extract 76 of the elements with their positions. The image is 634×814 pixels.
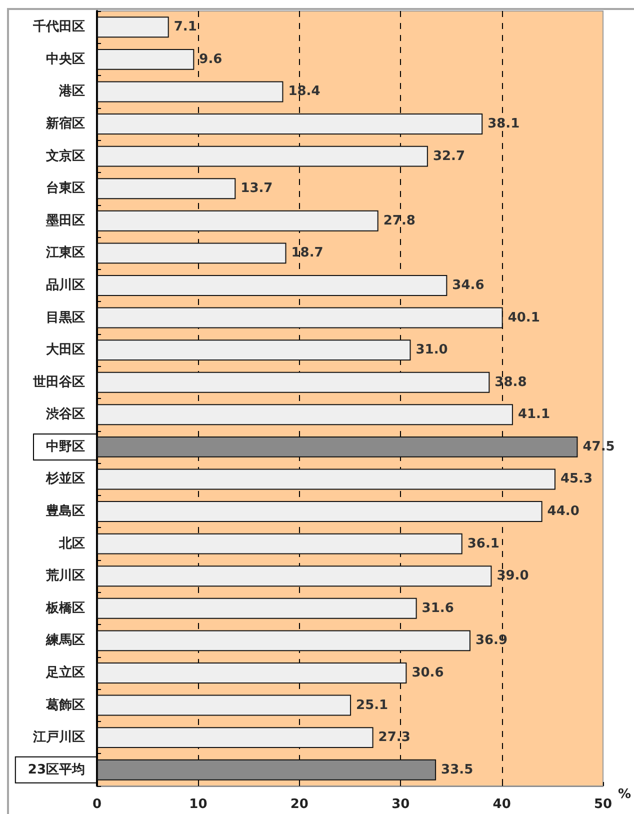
data-label: 9.6: [199, 52, 222, 67]
y-tick-label: 葛飾区: [45, 696, 85, 713]
data-label: 30.6: [412, 665, 444, 680]
data-label: 38.1: [488, 116, 520, 132]
bar: [97, 501, 542, 522]
y-tick-label: 港区: [58, 84, 85, 100]
bar: [97, 48, 194, 70]
y-tick-label: 23区平均: [28, 762, 85, 778]
data-label: 33.5: [441, 762, 474, 778]
y-tick-label: 足立区: [45, 664, 85, 680]
bar: [97, 307, 503, 328]
y-tick-label: 中央区: [46, 52, 85, 67]
y-tick-label: 品川区: [46, 278, 85, 293]
data-label: 36.1: [467, 536, 500, 552]
bar: [97, 468, 556, 490]
y-tick-label: 江戸川区: [32, 730, 85, 746]
data-label: 31.0: [416, 342, 448, 358]
y-tick-label: 中野区: [46, 439, 85, 454]
data-label: 32.7: [432, 148, 466, 164]
data-label: 36.9: [475, 633, 508, 648]
bar: [97, 210, 378, 232]
x-tick-label: 30: [392, 797, 410, 812]
data-label: 47.5: [582, 439, 615, 454]
data-label: 18.4: [288, 84, 320, 100]
bar: [97, 146, 428, 167]
bar: [97, 533, 462, 554]
y-tick-label: 練馬区: [45, 633, 85, 648]
data-label: 27.8: [383, 213, 416, 228]
bar: [97, 81, 284, 102]
bar: [97, 630, 470, 652]
bar: [97, 694, 352, 716]
y-tick-label: 世田谷区: [32, 374, 85, 390]
data-label: 40.1: [508, 310, 540, 326]
bar: [97, 566, 492, 587]
y-tick-label: 江東区: [45, 246, 85, 261]
x-tick-label: 20: [290, 797, 308, 812]
data-label: 25.1: [356, 698, 388, 713]
data-label: 31.6: [422, 600, 454, 616]
y-tick-label: 台東区: [46, 180, 85, 196]
bar: [97, 598, 417, 619]
y-tick-label: 大田区: [46, 342, 85, 358]
x-axis-title: %: [618, 787, 632, 802]
y-tick-label: 荒川区: [45, 568, 85, 584]
data-label: 27.3: [378, 730, 410, 746]
bar: [97, 727, 374, 748]
y-tick-label: 墨田区: [45, 213, 85, 228]
y-tick-label: 北区: [58, 536, 85, 552]
y-tick-label: 新宿区: [45, 116, 85, 132]
data-label: 13.7: [240, 181, 273, 196]
x-tick-label: 0: [92, 797, 102, 812]
y-tick-label: 千代田区: [32, 18, 85, 35]
y-tick-label: 目黒区: [46, 310, 85, 326]
y-tick-label: 板橋区: [45, 600, 85, 616]
bar: [97, 404, 513, 426]
y-tick-label: 豊島区: [45, 503, 85, 520]
y-tick-label: 杉並区: [45, 472, 85, 487]
y-tick-label: 文京区: [45, 148, 85, 164]
y-tick-label: 渋谷区: [45, 407, 85, 422]
data-label: 39.0: [496, 568, 529, 584]
bar: [97, 242, 286, 264]
data-label: 34.6: [452, 278, 484, 293]
data-label: 38.8: [494, 374, 527, 390]
bar: [97, 340, 411, 361]
bar: [97, 16, 169, 38]
data-label: 41.1: [518, 407, 550, 422]
x-tick-label: 10: [189, 797, 208, 812]
bar: [97, 372, 490, 393]
data-label: 44.0: [547, 504, 580, 520]
bar: [97, 274, 448, 296]
x-tick-label: 40: [492, 797, 511, 812]
bar: [97, 114, 483, 135]
data-label: 45.3: [560, 472, 593, 487]
bar: [97, 178, 236, 200]
data-label: 7.1: [174, 20, 197, 35]
x-tick-label: 50: [594, 797, 612, 812]
bar: [97, 662, 407, 684]
